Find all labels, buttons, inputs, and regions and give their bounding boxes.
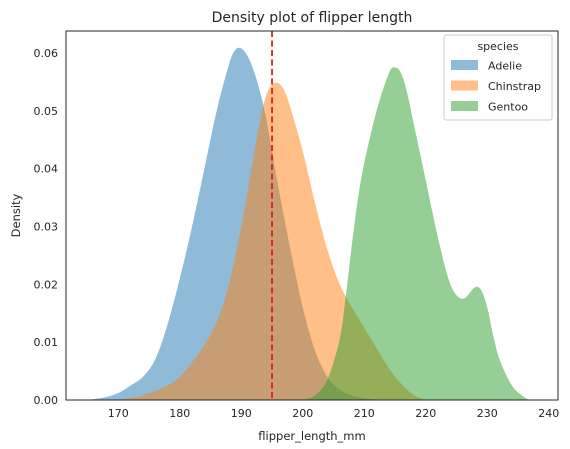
y-tick-label: 0.04 bbox=[34, 163, 59, 176]
x-axis: 170 180 190 200 210 220 230 240 bbox=[108, 407, 560, 420]
x-tick-label: 200 bbox=[292, 407, 313, 420]
legend-title: species bbox=[477, 40, 518, 53]
y-tick-label: 0.02 bbox=[34, 278, 59, 291]
x-axis-label: flipper_length_mm bbox=[258, 429, 365, 443]
y-tick-label: 0.05 bbox=[34, 105, 59, 118]
x-tick-label: 210 bbox=[354, 407, 375, 420]
y-tick-label: 0.00 bbox=[34, 394, 59, 407]
x-tick-label: 190 bbox=[231, 407, 252, 420]
legend-swatch-adelie bbox=[451, 60, 478, 70]
y-axis: 0.00 0.01 0.02 0.03 0.04 0.05 0.06 bbox=[34, 47, 59, 407]
x-tick-label: 220 bbox=[415, 407, 436, 420]
legend-items: Adelie Chinstrap Gentoo bbox=[451, 60, 541, 114]
x-tick-label: 180 bbox=[169, 407, 190, 420]
y-tick-label: 0.03 bbox=[34, 220, 59, 233]
x-tick-label: 170 bbox=[108, 407, 129, 420]
plot-frame bbox=[65, 30, 559, 401]
y-tick-label: 0.06 bbox=[34, 47, 59, 60]
chart-title: Density plot of flipper length bbox=[212, 10, 413, 26]
y-axis-label: Density bbox=[9, 193, 23, 237]
y-tick-label: 0.01 bbox=[34, 336, 59, 349]
legend-swatch-chinstrap bbox=[451, 80, 478, 91]
legend-label-chinstrap: Chinstrap bbox=[488, 80, 541, 93]
legend-label-gentoo: Gentoo bbox=[488, 101, 528, 114]
x-tick-label: 230 bbox=[477, 407, 498, 420]
x-tick-label: 240 bbox=[538, 407, 559, 420]
density-area-gentoo bbox=[302, 67, 531, 400]
legend: species Adelie Chinstrap Gentoo bbox=[443, 34, 553, 121]
legend-label-adelie: Adelie bbox=[488, 60, 522, 73]
density-area-adelie bbox=[87, 47, 383, 400]
legend-box bbox=[443, 34, 553, 121]
legend-swatch-gentoo bbox=[451, 101, 478, 111]
